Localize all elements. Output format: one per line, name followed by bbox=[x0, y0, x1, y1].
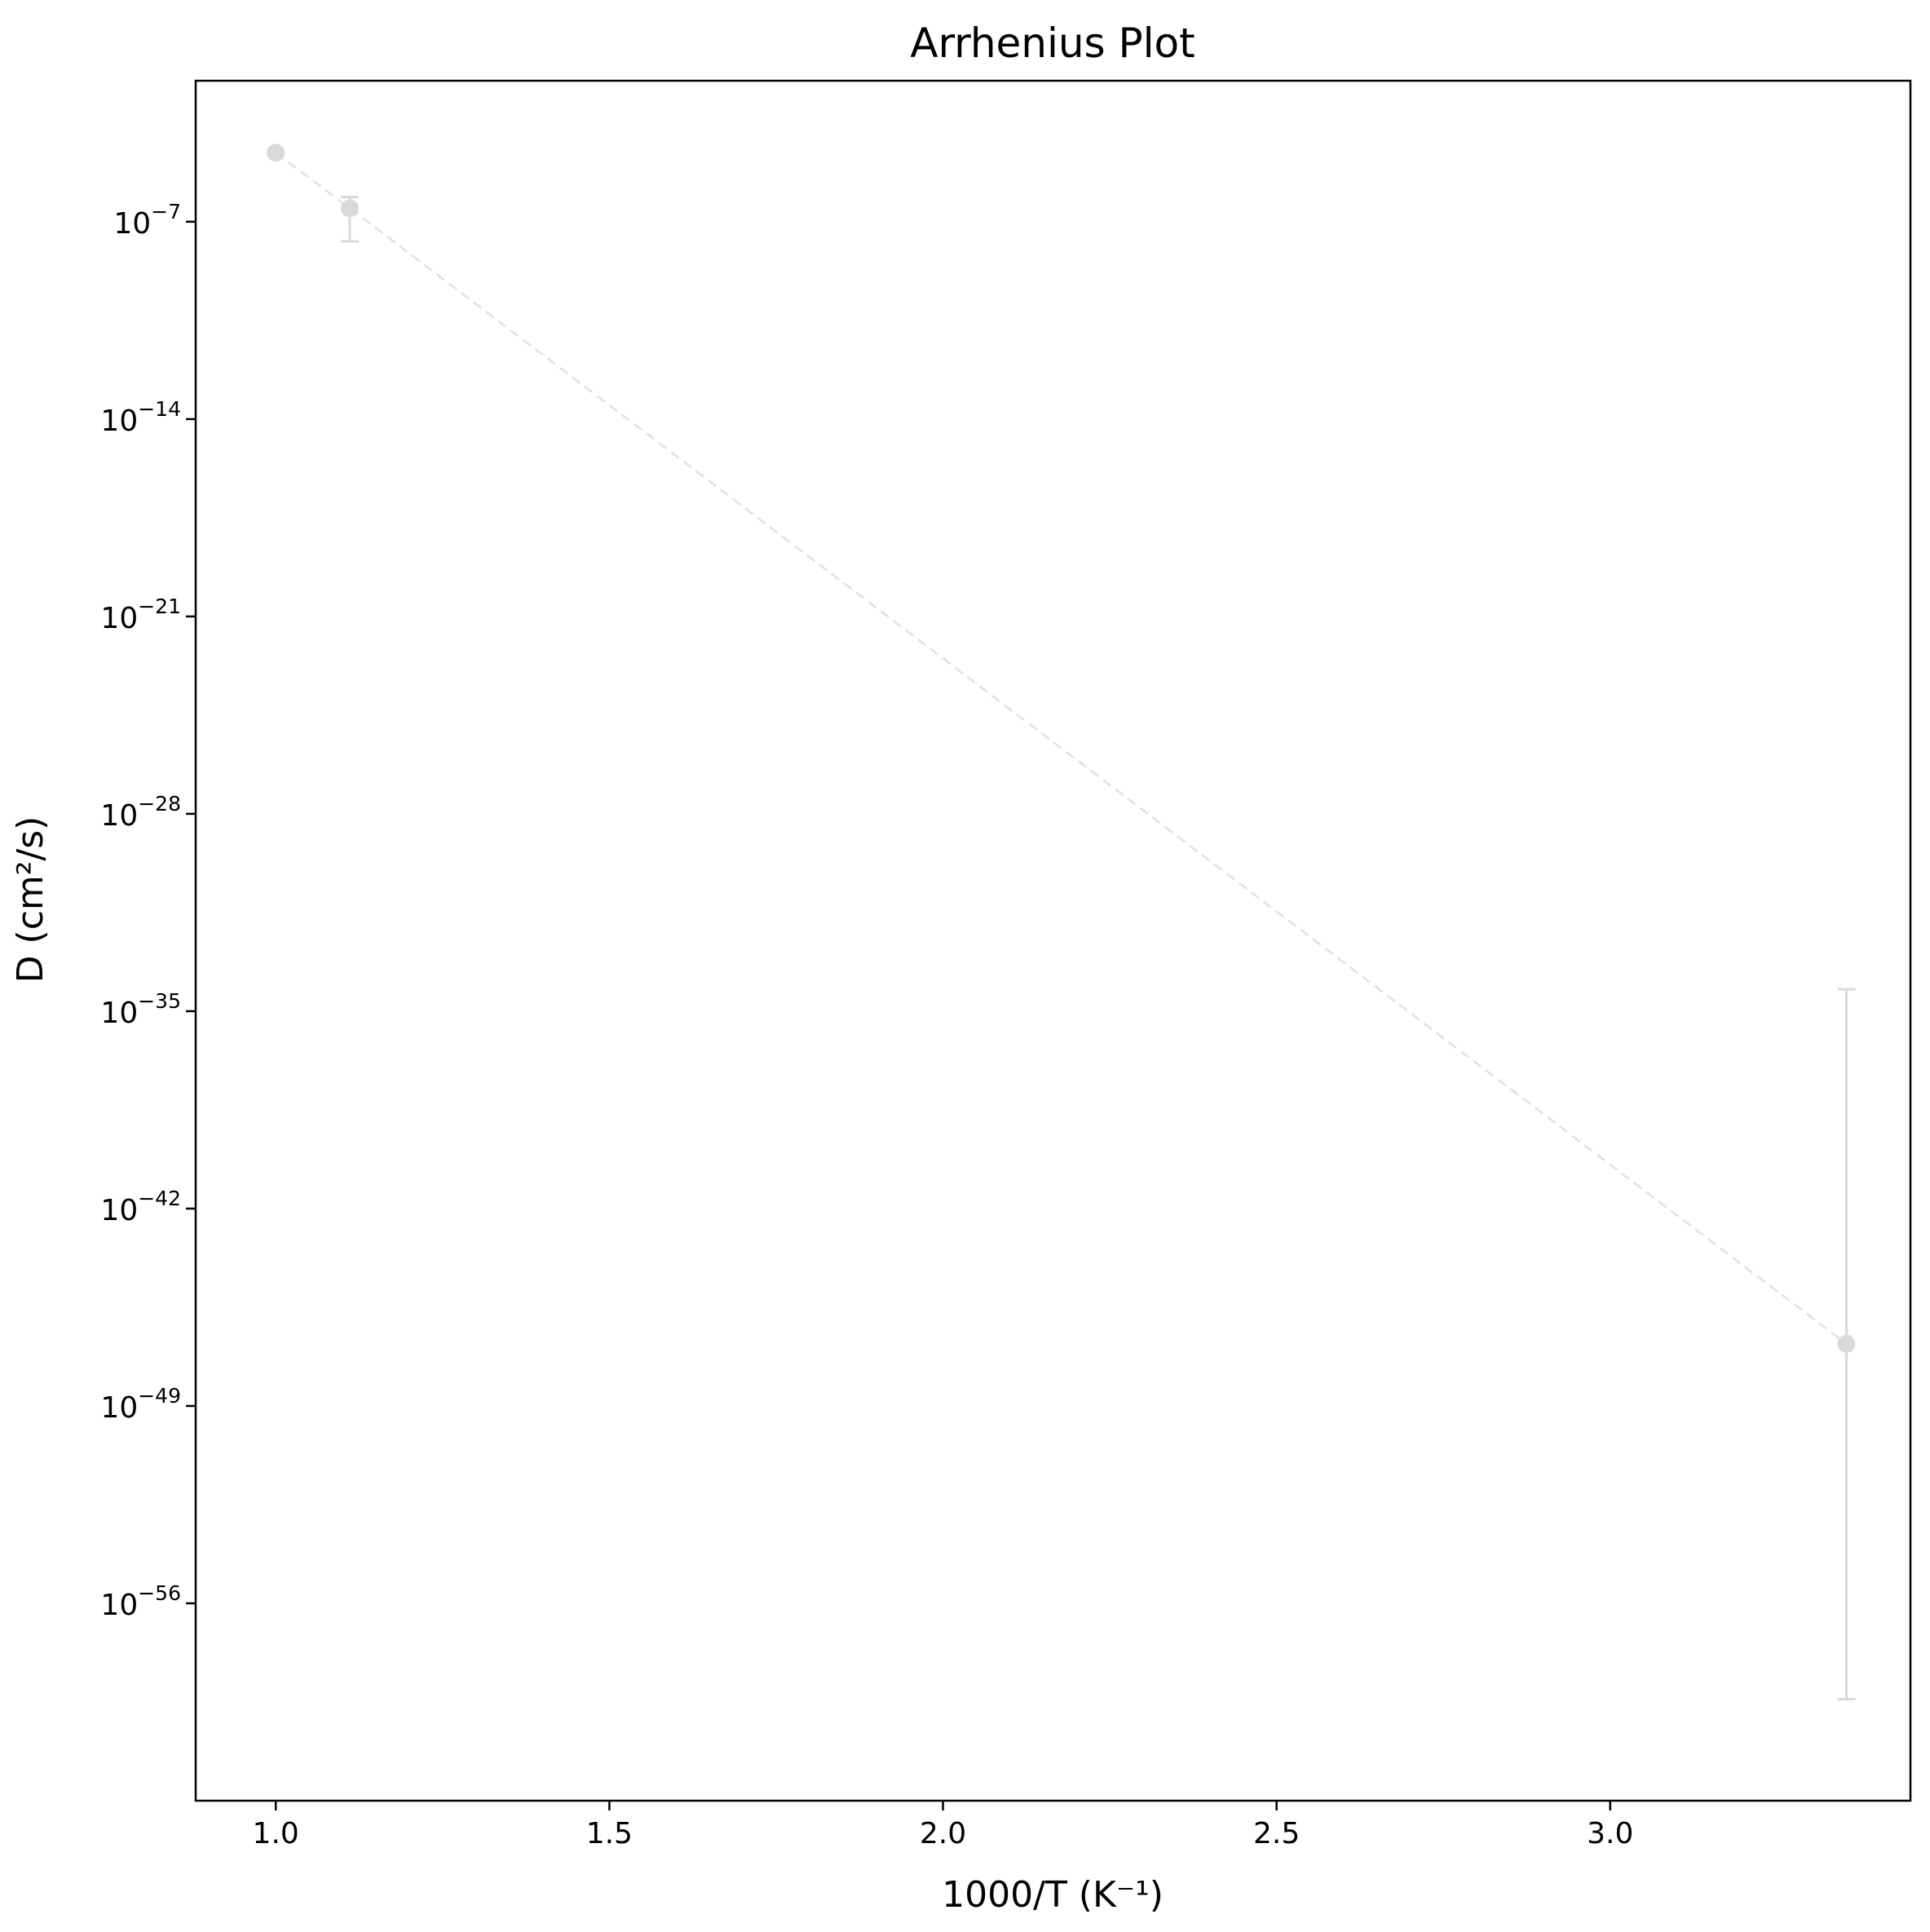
x-tick-label: 1.0 bbox=[253, 1817, 299, 1850]
y-tick-label: 10−49 bbox=[100, 1384, 181, 1425]
y-tick-label: 10−14 bbox=[100, 397, 181, 438]
axes: 1.0 1.5 2.0 2.5 3.0 10−7 10−14 10−21 10−28 10−35 1… bbox=[100, 79, 1912, 1850]
y-tick-label: 10−35 bbox=[100, 989, 181, 1030]
x-tick-label: 1.5 bbox=[586, 1817, 633, 1850]
y-tick-label-exponent: −21 bbox=[138, 595, 181, 618]
y-tick-label-base: 10−42 bbox=[100, 1187, 181, 1227]
y-tick-label-exponent: −28 bbox=[138, 792, 181, 816]
data-point bbox=[267, 144, 285, 162]
data-point bbox=[1837, 1334, 1856, 1353]
y-tick-label-base: 10−28 bbox=[100, 792, 181, 833]
y-tick-label-base: 10−21 bbox=[100, 595, 181, 635]
y-tick-label: 10−7 bbox=[113, 200, 181, 241]
y-tick-label-exponent: −49 bbox=[138, 1384, 181, 1408]
chart-title: Arrhenius Plot bbox=[910, 20, 1195, 67]
y-tick-label-base: 10−7 bbox=[113, 200, 181, 241]
x-axis-label: 1000/T (K⁻¹) bbox=[942, 1874, 1164, 1916]
y-tick-label-exponent: −14 bbox=[138, 397, 181, 421]
y-tick-label-exponent: −35 bbox=[138, 989, 181, 1013]
y-tick-label-exponent: −56 bbox=[138, 1581, 181, 1605]
y-tick-label: 10−56 bbox=[100, 1581, 181, 1622]
y-tick-label-base: 10−14 bbox=[100, 397, 181, 438]
x-tick-label: 2.5 bbox=[1253, 1817, 1300, 1850]
y-tick-label: 10−42 bbox=[100, 1187, 181, 1227]
y-tick-label: 10−28 bbox=[100, 792, 181, 833]
plot-area bbox=[267, 144, 1856, 1700]
y-tick-label-base: 10−49 bbox=[100, 1384, 181, 1425]
data-point bbox=[341, 199, 360, 218]
y-tick-label-base: 10−35 bbox=[100, 989, 181, 1030]
x-tick-label: 3.0 bbox=[1587, 1817, 1633, 1850]
x-tick-label: 2.0 bbox=[920, 1817, 966, 1850]
y-tick-label-exponent: −7 bbox=[151, 200, 181, 223]
y-tick-label-base: 10−56 bbox=[100, 1581, 181, 1622]
y-tick-label: 10−21 bbox=[100, 595, 181, 635]
y-axis-label: D (cm²/s) bbox=[10, 816, 51, 984]
y-tick-label-exponent: −42 bbox=[138, 1187, 181, 1210]
series-line bbox=[275, 152, 1848, 1345]
axes-frame bbox=[194, 79, 1912, 1802]
